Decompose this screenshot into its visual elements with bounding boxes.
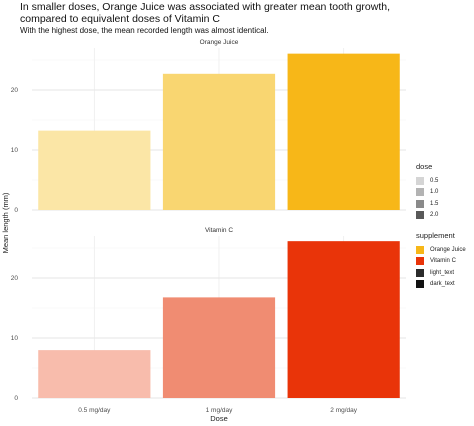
legend-swatch bbox=[416, 211, 424, 220]
legend-supplement-title: supplement bbox=[416, 231, 455, 240]
legend-label: 0.5 bbox=[430, 177, 439, 184]
legend-dose-item: 2.0 bbox=[416, 210, 438, 222]
legend-label: 1.5 bbox=[430, 200, 439, 207]
y-tick-label: 0 bbox=[14, 395, 18, 402]
legend-supplement-item: dark_text bbox=[416, 279, 466, 291]
chart-title-line-1: In smaller doses, Orange Juice was assoc… bbox=[20, 1, 391, 13]
bar bbox=[38, 350, 151, 398]
legend-label: 1.0 bbox=[430, 189, 439, 196]
legend-supplement: supplement Orange Juice Vitamin C light_… bbox=[416, 231, 466, 290]
legend-dose-item: 1.0 bbox=[416, 187, 438, 199]
bar bbox=[38, 130, 151, 210]
x-tick-label: 1 mg/day bbox=[206, 407, 233, 414]
bar bbox=[287, 53, 400, 210]
x-tick-label: 0.5 mg/day bbox=[78, 407, 111, 414]
y-tick-label: 10 bbox=[11, 147, 19, 154]
legend-label: light_text bbox=[430, 269, 455, 276]
legend-swatch bbox=[416, 268, 424, 277]
y-tick-label: 20 bbox=[11, 275, 19, 282]
legend-swatch bbox=[416, 176, 424, 185]
legend-dose-title: dose bbox=[416, 162, 433, 171]
y-tick-label: 10 bbox=[11, 335, 19, 342]
bar bbox=[162, 297, 276, 398]
legend-swatch bbox=[416, 257, 424, 266]
legend-label: Orange Juice bbox=[430, 246, 466, 253]
y-tick-label: 0 bbox=[14, 207, 18, 214]
legend-label: Vitamin C bbox=[430, 258, 456, 265]
legend-label: 2.0 bbox=[430, 212, 439, 219]
x-tick-label: 2 mg/day bbox=[330, 407, 357, 414]
legend-dose: dose 0.5 1.0 1.5 2.0 bbox=[416, 162, 438, 221]
legend-label: dark_text bbox=[430, 281, 455, 288]
legend-swatch bbox=[416, 280, 424, 289]
legend-supplement-item: light_text bbox=[416, 267, 466, 279]
legend-swatch bbox=[416, 199, 424, 208]
bar bbox=[287, 241, 400, 398]
title-block: In smaller doses, Orange Juice was assoc… bbox=[20, 1, 460, 36]
chart-subtitle: With the highest dose, the mean recorded… bbox=[20, 26, 269, 35]
chart-title-line-2: compared to equivalent doses of Vitamin … bbox=[20, 12, 221, 25]
legend-supplement-item: Vitamin C bbox=[416, 256, 466, 268]
facet-strip-label: Vitamin C bbox=[205, 227, 233, 234]
facet-strip-label: Orange Juice bbox=[200, 39, 239, 46]
x-axis-title: Dose bbox=[210, 414, 228, 423]
bar bbox=[162, 73, 276, 210]
legend-swatch bbox=[416, 188, 424, 197]
y-axis-title: Mean length (mm) bbox=[1, 192, 10, 253]
legend-supplement-item: Orange Juice bbox=[416, 244, 466, 256]
legend-dose-item: 1.5 bbox=[416, 198, 438, 210]
y-tick-label: 20 bbox=[11, 87, 19, 94]
legend-swatch bbox=[416, 245, 424, 254]
legend-dose-item: 0.5 bbox=[416, 175, 438, 187]
